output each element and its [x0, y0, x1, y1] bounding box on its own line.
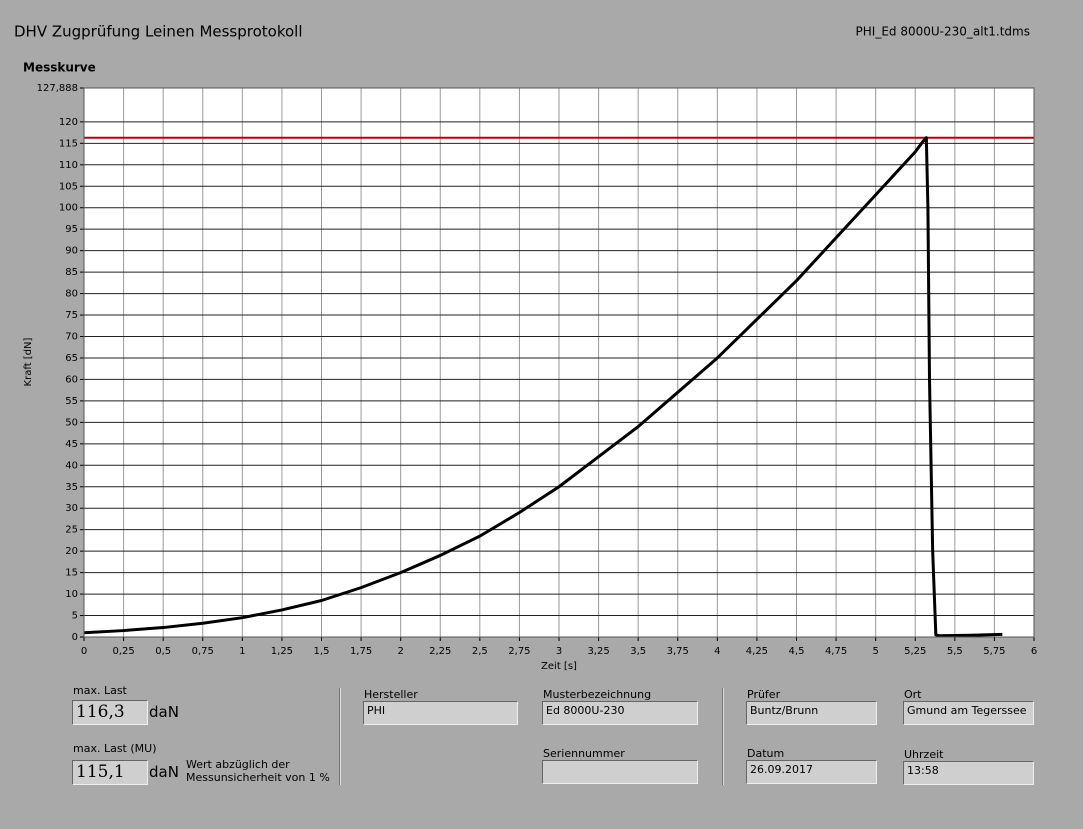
x-axis-label: Zeit [s]	[541, 661, 577, 672]
field-value: 13:58	[903, 761, 1034, 785]
x-tick-label: 0,75	[192, 646, 214, 657]
x-tick-label: 2,25	[429, 646, 451, 657]
y-tick-label: 100	[59, 203, 78, 214]
chart-title: Messkurve	[23, 61, 96, 75]
result-unit: daN	[149, 763, 179, 781]
y-tick-label: 75	[65, 310, 78, 321]
x-tick-label: 5,25	[904, 646, 926, 657]
x-tick-label: 3	[556, 646, 562, 657]
y-tick-label: 0	[72, 632, 78, 643]
result-value: 115,1	[72, 760, 148, 785]
x-tick-label: 4,25	[746, 646, 768, 657]
x-tick-label: 3,5	[630, 646, 646, 657]
y-tick-label: 105	[59, 181, 78, 192]
y-tick-label: 95	[65, 224, 78, 235]
y-tick-label: 40	[65, 460, 78, 471]
x-tick-label: 2,75	[508, 646, 530, 657]
y-tick-label: 35	[65, 482, 78, 493]
x-tick-label: 1,25	[271, 646, 293, 657]
result-label: max. Last	[73, 684, 127, 697]
y-tick-label: 80	[65, 289, 78, 300]
field-value: PHI	[363, 701, 518, 725]
x-tick-label: 6	[1031, 646, 1037, 657]
y-tick-label: 120	[59, 117, 78, 128]
y-tick-label: 127,888	[37, 83, 78, 94]
y-tick-label: 110	[59, 160, 78, 171]
x-tick-label: 4,5	[789, 646, 805, 657]
y-tick-label: 85	[65, 267, 78, 278]
y-tick-label: 55	[65, 396, 78, 407]
field-value: Buntz/Brunn	[746, 701, 877, 725]
x-tick-label: 1,5	[314, 646, 330, 657]
y-tick-label: 60	[65, 374, 78, 385]
data-line	[83, 136, 1003, 638]
x-tick-label: 1	[239, 646, 245, 657]
y-axis-label: Kraft [dN]	[23, 337, 34, 386]
x-tick-label: 4	[714, 646, 720, 657]
x-tick-label: 3,25	[587, 646, 609, 657]
field-label: Ort	[904, 688, 922, 701]
y-tick-label: 20	[65, 546, 78, 557]
x-tick-label: 4,75	[825, 646, 847, 657]
y-tick-label: 30	[65, 503, 78, 514]
y-tick-label: 90	[65, 246, 78, 257]
x-tick-label: 5,75	[983, 646, 1005, 657]
y-tick-label: 65	[65, 353, 78, 364]
plot-frame	[83, 87, 1035, 638]
field-label: Prüfer	[747, 688, 781, 701]
y-tick-label: 50	[65, 417, 78, 428]
separator	[722, 688, 724, 785]
x-tick-label: 1,75	[350, 646, 372, 657]
y-tick-label: 115	[59, 138, 78, 149]
x-tick-label: 2	[397, 646, 403, 657]
x-tick-label: 2,5	[472, 646, 488, 657]
chart: DHV Zugprüfung Leinen Messprotokoll PHI_…	[14, 23, 1037, 673]
field-value: Gmund am Tegerssee	[903, 701, 1034, 725]
x-tick-label: 0	[81, 646, 87, 657]
y-tick-label: 25	[65, 525, 78, 536]
result-unit: daN	[149, 703, 179, 721]
field-label: Hersteller	[364, 688, 418, 701]
y-tick-label: 70	[65, 332, 78, 343]
x-tick-label: 5	[872, 646, 878, 657]
file-name: PHI_Ed 8000U-230_alt1.tdms	[856, 25, 1030, 39]
result-note: Wert abzüglich der Messunsicherheit von …	[186, 758, 330, 784]
field-value: Ed 8000U-230	[542, 701, 698, 725]
field-value	[542, 760, 698, 784]
x-tick-label: 3,75	[667, 646, 689, 657]
result-label: max. Last (MU)	[73, 742, 157, 755]
field-value: 26.09.2017	[746, 760, 877, 784]
y-tick-label: 10	[65, 589, 78, 600]
y-tick-label: 5	[72, 611, 78, 622]
field-label: Seriennummer	[543, 747, 625, 760]
x-tick-label: 0,5	[155, 646, 171, 657]
field-label: Uhrzeit	[904, 748, 944, 761]
y-tick-label: 45	[65, 439, 78, 450]
result-value: 116,3	[72, 700, 148, 725]
x-tick-label: 0,25	[112, 646, 134, 657]
field-label: Musterbezeichnung	[543, 688, 652, 701]
y-tick-label: 15	[65, 568, 78, 579]
separator	[339, 688, 341, 785]
x-tick-label: 5,5	[947, 646, 963, 657]
field-label: Datum	[747, 747, 785, 760]
page-title: DHV Zugprüfung Leinen Messprotokoll	[14, 23, 303, 41]
